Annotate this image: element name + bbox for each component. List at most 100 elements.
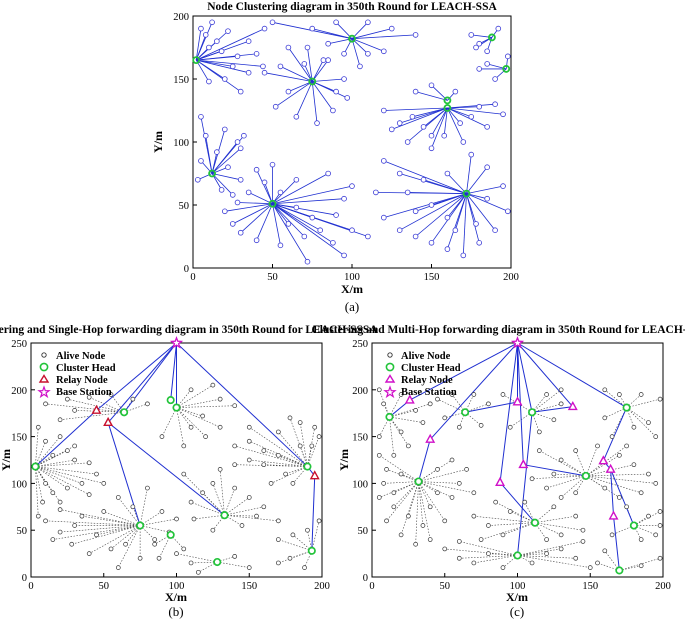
member-node — [277, 63, 284, 70]
member-node — [349, 227, 355, 234]
member-dashed-link — [517, 541, 584, 556]
forwarding-link — [465, 401, 518, 413]
alive-node — [246, 565, 252, 570]
y-tick-label: 250 — [11, 339, 27, 350]
alive-node — [195, 569, 201, 575]
member-dashed-link — [234, 464, 308, 467]
member-node — [237, 145, 244, 152]
caption-b: (b) — [168, 604, 183, 619]
forwarding-link — [170, 342, 177, 401]
y-tick-label: 150 — [173, 75, 189, 86]
member-node — [388, 25, 395, 32]
panel-b-legend: Alive Node Cluster Head Relay Node Base … — [37, 351, 116, 399]
alive-node — [657, 396, 663, 402]
member-dashed-link — [278, 539, 312, 552]
member-node — [365, 19, 371, 26]
member-dashed-link — [534, 522, 584, 531]
member-node — [452, 227, 459, 234]
member-link — [196, 53, 257, 61]
member-node — [500, 111, 506, 118]
member-node — [484, 164, 490, 171]
member-dashed-link — [270, 466, 308, 484]
relay-node — [425, 433, 436, 443]
member-dashed-link — [502, 394, 533, 413]
member-node — [301, 61, 308, 67]
member-node — [253, 50, 260, 57]
cluster-head-node — [136, 521, 145, 530]
member-dashed-link — [219, 469, 225, 516]
member-node — [277, 189, 284, 196]
legend-base-station-marker — [37, 385, 51, 399]
alive-node — [152, 537, 158, 542]
alive-node — [57, 529, 63, 535]
member-link — [272, 203, 305, 237]
member-dashed-link — [176, 398, 221, 408]
member-link — [248, 192, 273, 205]
alive-node — [40, 499, 45, 505]
member-link — [280, 66, 313, 82]
y-tick-label: 200 — [11, 386, 27, 397]
member-node — [412, 88, 419, 95]
member-node — [330, 107, 336, 114]
member-node — [428, 145, 435, 152]
alive-node — [507, 509, 513, 514]
legend-base-station: Base Station — [401, 387, 457, 398]
member-dashed-link — [140, 518, 177, 526]
forwarding-link — [517, 342, 574, 407]
member-node — [260, 63, 266, 70]
member-link — [447, 173, 467, 194]
member-dashed-link — [517, 548, 562, 556]
forwarding-link — [517, 342, 627, 409]
relay-node — [518, 459, 529, 469]
member-node — [229, 192, 236, 198]
alive-node — [94, 532, 99, 538]
member-node — [500, 183, 506, 189]
alive-node — [500, 532, 506, 538]
cluster-head-node — [220, 511, 229, 520]
member-node — [492, 101, 498, 107]
member-dashed-link — [389, 403, 431, 418]
legend-cluster-head: Cluster Head — [401, 363, 461, 374]
member-node — [473, 221, 479, 227]
alive-node — [398, 429, 404, 435]
member-node — [253, 237, 260, 244]
alive-node — [464, 467, 469, 472]
member-dashed-link — [415, 481, 419, 545]
member-dashed-link — [611, 407, 627, 437]
y-tick-label: 0 — [22, 573, 27, 584]
alive-node — [449, 495, 455, 500]
member-dashed-link — [139, 488, 148, 526]
member-dashed-link — [575, 450, 587, 477]
member-dashed-link — [176, 407, 206, 437]
alive-node — [130, 504, 136, 510]
member-node — [198, 114, 204, 120]
forwarding-link — [517, 412, 533, 556]
member-link — [447, 193, 467, 218]
member-dashed-link — [488, 553, 518, 556]
alive-node — [522, 499, 528, 505]
forwarding-link — [35, 410, 97, 467]
alive-node — [276, 429, 281, 435]
alive-node — [398, 532, 404, 538]
relay-node — [598, 455, 609, 465]
member-dashed-link — [553, 473, 586, 477]
member-link — [407, 107, 448, 143]
member-dashed-link — [67, 398, 125, 413]
y-tick-label: 100 — [173, 138, 189, 149]
alive-node — [616, 392, 622, 397]
cluster-head-node — [192, 56, 201, 64]
member-dashed-link — [289, 417, 308, 467]
alive-node — [200, 490, 206, 496]
alive-node — [210, 527, 216, 533]
alive-node — [657, 523, 663, 528]
member-dashed-link — [35, 459, 75, 467]
x-tick-label: 50 — [440, 581, 451, 592]
member-link — [407, 192, 467, 195]
alive-node — [653, 532, 659, 538]
alive-node — [486, 401, 491, 407]
alive-node — [580, 539, 586, 544]
alive-node — [602, 548, 608, 554]
cluster-head-node — [530, 518, 540, 527]
member-node — [492, 227, 498, 234]
member-link — [383, 193, 467, 218]
